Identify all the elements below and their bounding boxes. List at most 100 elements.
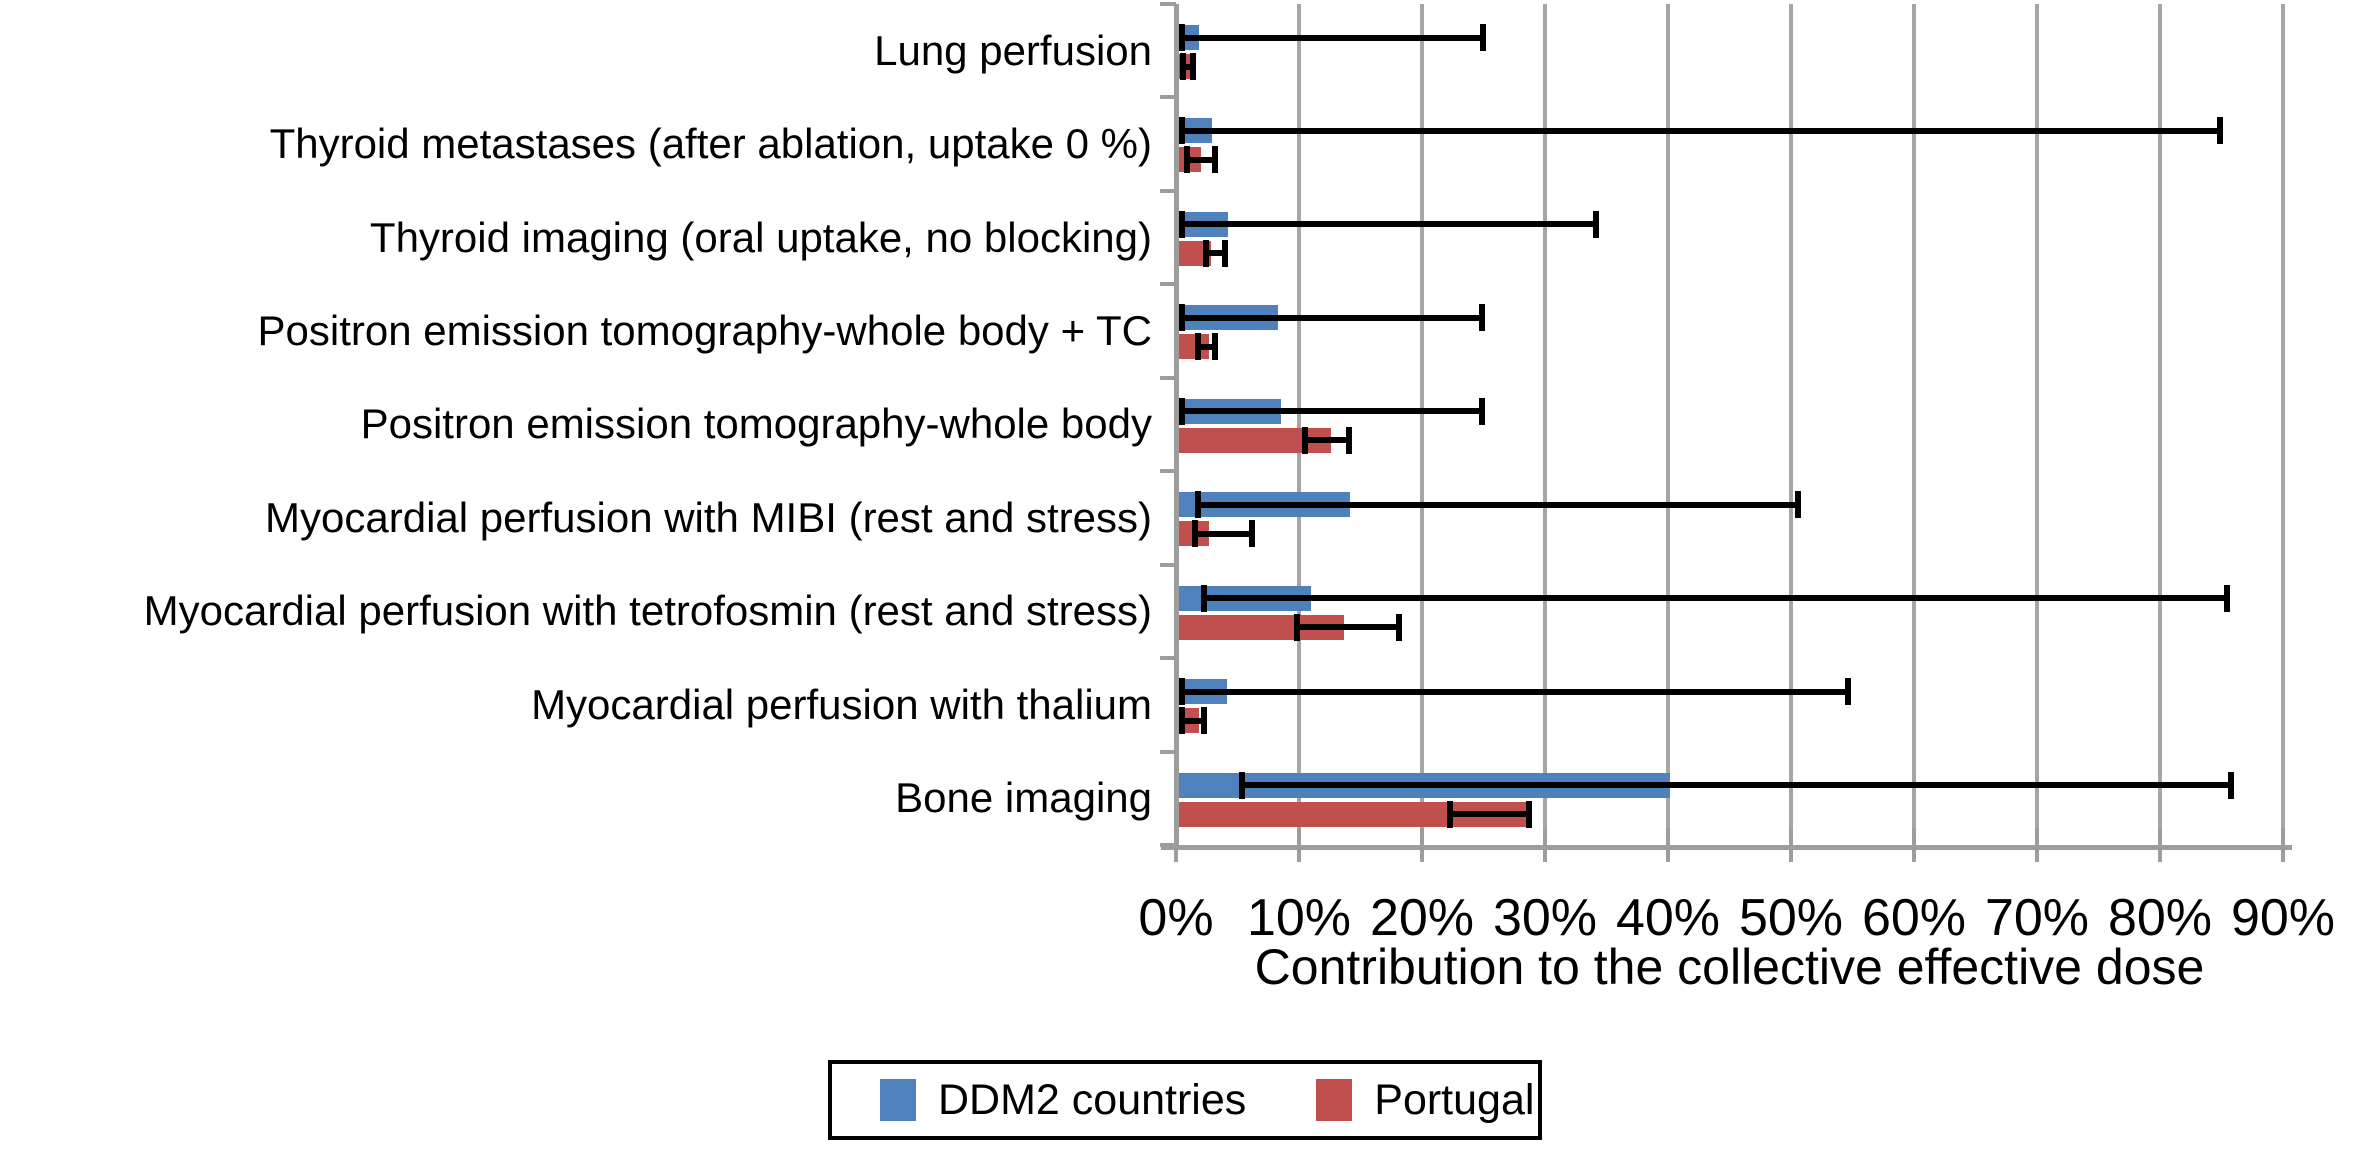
error-cap-low-portugal [1203,239,1210,267]
error-cap-low-ddm2 [1178,678,1185,706]
error-cap-low-portugal [1194,333,1201,361]
error-cap-high-portugal [1211,333,1218,361]
gridline [1912,4,1916,845]
error-cap-high-portugal [1345,426,1352,454]
y-axis-tick [1160,656,1176,661]
error-cap-low-portugal [1446,800,1453,828]
error-cap-low-portugal [1179,53,1186,80]
error-bar-ddm2 [1197,501,1798,508]
x-axis-tick [1297,828,1301,862]
plot-area [1176,4,2361,845]
x-axis-tick [1420,828,1424,862]
error-bar-ddm2 [1181,127,2220,134]
error-cap-low-portugal [1192,520,1199,548]
legend-label-portugal: Portugal [1374,1075,1535,1124]
category-label: Bone imaging [895,774,1152,822]
error-cap-high-portugal [1189,53,1196,80]
error-cap-high-ddm2 [2227,771,2234,799]
legend-item-portugal: Portugal [1316,1076,1534,1125]
x-tick-label: 10% [1246,889,1352,947]
category-label: Myocardial perfusion with MIBI (rest and… [265,493,1152,541]
error-cap-high-portugal [1221,239,1228,267]
error-bar-portugal [1181,717,1204,724]
error-cap-low-ddm2 [1178,210,1185,238]
x-tick-label: 20% [1369,889,1475,947]
error-cap-low-ddm2 [1178,397,1185,425]
x-axis-tick [1912,828,1916,862]
x-axis-tick [1789,828,1793,862]
x-axis-tick [1666,828,1670,862]
error-bar-portugal [1182,63,1193,70]
error-cap-high-ddm2 [1478,397,1485,425]
gridline [2035,4,2039,845]
error-cap-low-portugal [1178,707,1185,735]
error-cap-high-portugal [1248,520,1255,548]
y-axis-tick [1160,749,1176,754]
error-bar-portugal [1449,811,1529,818]
x-tick-label: 60% [1861,889,1967,947]
x-axis-tick [2281,828,2285,862]
gridline [1789,4,1793,845]
error-bar-portugal [1195,530,1252,537]
x-tick-label: 0% [1138,889,1214,947]
y-axis-tick [1160,2,1176,6]
y-axis-line [1174,4,1179,847]
x-tick-label: 70% [1984,889,2090,947]
error-bar-portugal [1297,624,1400,631]
category-label: Thyroid metastases (after ablation, upta… [269,120,1152,168]
x-axis-line [1161,845,2292,850]
error-cap-high-ddm2 [1794,491,1801,519]
x-tick-label: 80% [2107,889,2213,947]
error-cap-high-ddm2 [1845,678,1852,706]
category-labels-container: Lung perfusion Thyroid metastases (after … [0,4,1152,845]
x-axis-tick [2158,828,2162,862]
error-cap-low-ddm2 [1200,584,1207,612]
y-axis-tick [1160,188,1176,193]
error-bar-ddm2 [1241,782,2231,789]
error-cap-low-ddm2 [1178,304,1185,332]
error-cap-high-portugal [1396,613,1403,641]
error-bar-ddm2 [1181,221,1597,228]
error-cap-low-portugal [1301,426,1308,454]
gridline [1297,4,1301,845]
x-tick-labels-container: 0% 10% 20% 30% 40% 50% 60% 70% 80% 90% [0,888,2361,948]
error-cap-high-ddm2 [2224,584,2231,612]
error-bar-ddm2 [1181,314,1482,321]
error-cap-high-portugal [1525,800,1532,828]
category-label: Myocardial perfusion with thalium [531,680,1152,728]
x-tick-label: 90% [2230,889,2336,947]
category-label: Positron emission tomography-whole body [360,400,1152,448]
category-label: Lung perfusion [874,26,1152,74]
error-cap-high-ddm2 [1480,24,1487,51]
error-cap-high-ddm2 [1478,304,1485,332]
x-axis-tick [1174,828,1178,862]
x-tick-label: 40% [1615,889,1721,947]
legend-swatch-portugal-icon [1316,1079,1353,1121]
error-bar-portugal [1304,437,1349,444]
x-tick-label: 30% [1492,889,1598,947]
error-bar-ddm2 [1203,595,2228,602]
gridline [2158,4,2162,845]
y-axis-tick [1160,562,1176,567]
error-cap-high-portugal [1200,707,1207,735]
error-bar-portugal [1186,156,1215,163]
category-label: Positron emission tomography-whole body … [257,307,1153,355]
legend: DDM2 countries Portugal [828,1060,1542,1140]
category-label: Myocardial perfusion with tetrofosmin (r… [143,587,1152,635]
error-cap-high-ddm2 [1593,210,1600,238]
x-axis-tick [2035,828,2039,862]
gridline [1543,4,1547,845]
error-bar-ddm2 [1181,34,1484,41]
y-axis-tick [1160,469,1176,474]
error-bar-portugal [1206,250,1225,257]
legend-label-ddm2: DDM2 countries [938,1075,1247,1124]
error-cap-low-portugal [1294,613,1301,641]
error-bar-portugal [1197,343,1215,350]
error-cap-high-ddm2 [2216,117,2223,145]
error-cap-low-ddm2 [1178,24,1185,51]
legend-swatch-ddm2-icon [880,1079,916,1121]
x-tick-label: 50% [1738,889,1844,947]
error-cap-low-ddm2 [1238,771,1245,799]
error-cap-low-ddm2 [1178,117,1185,145]
